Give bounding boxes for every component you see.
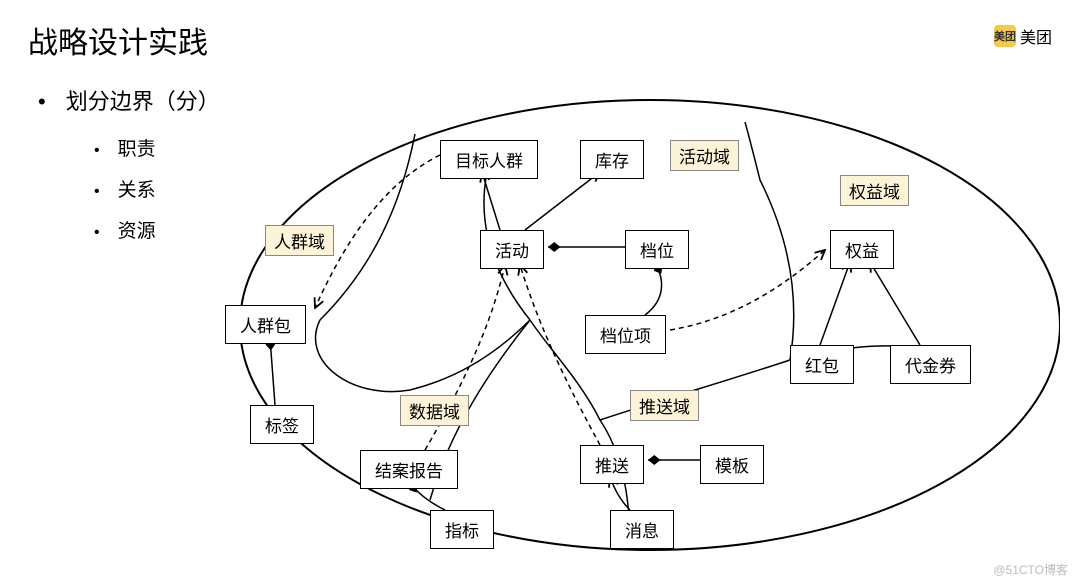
node-equity: 权益: [830, 230, 894, 269]
node-crowd_pkg: 人群包: [225, 305, 306, 344]
node-activity: 活动: [480, 230, 544, 269]
region-divider-5: [745, 122, 794, 360]
domain-label-data: 数据域: [400, 395, 469, 426]
domain-label-activity: 活动域: [670, 140, 739, 171]
logo-text: 美团: [1020, 24, 1052, 48]
domain-label-equity: 权益域: [840, 175, 909, 206]
edge-activity-target: [482, 172, 500, 230]
node-redpkt: 红包: [790, 345, 854, 384]
edge-tag-crowd_pkg: [270, 338, 275, 405]
edge-voucher-equity: [870, 262, 920, 345]
node-tier: 档位: [625, 230, 689, 269]
node-stock: 库存: [580, 140, 644, 179]
node-template: 模板: [700, 445, 764, 484]
node-voucher: 代金券: [890, 345, 971, 384]
edge-activity-stock: [525, 172, 600, 230]
domain-label-push: 推送域: [630, 390, 699, 421]
edge-redpkt-equity: [820, 262, 850, 345]
node-tag: 标签: [250, 405, 314, 444]
node-push: 推送: [580, 445, 644, 484]
domain-label-people: 人群域: [265, 225, 334, 256]
edge-tier_item-equity: [670, 250, 825, 330]
node-metric: 指标: [430, 510, 494, 549]
page-title: 战略设计实践: [28, 18, 208, 62]
brand-logo: 美团 美团: [994, 24, 1052, 48]
node-target: 目标人群: [440, 140, 538, 179]
logo-icon: 美团: [994, 25, 1016, 47]
edge-tier_item-tier: [645, 263, 662, 315]
node-tier_item: 档位项: [585, 315, 666, 354]
node-report: 结案报告: [360, 450, 458, 489]
node-message: 消息: [610, 510, 674, 549]
watermark: @51CTO博客: [993, 561, 1068, 578]
domain-diagram: 人群域 活动域权益域数据域 推送域 人群包标签 目标人群 库存活动 档位档位项 权益红包代金券…: [190, 70, 1060, 570]
edge-push-activity: [520, 265, 600, 445]
